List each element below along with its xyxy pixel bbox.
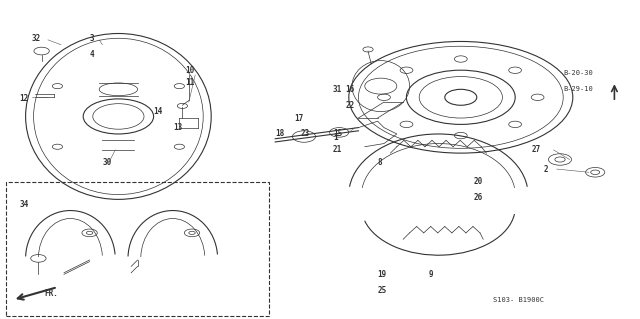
Text: 20: 20: [474, 177, 483, 186]
Text: 23: 23: [301, 130, 310, 138]
Text: 2: 2: [544, 165, 548, 174]
Text: B-20-30: B-20-30: [563, 70, 593, 76]
Text: 3: 3: [90, 34, 94, 43]
Text: 27: 27: [531, 145, 540, 154]
Text: FR.: FR.: [45, 289, 59, 298]
Text: S103- B1900C: S103- B1900C: [493, 297, 544, 303]
Text: 11: 11: [186, 78, 195, 87]
Text: 32: 32: [32, 34, 41, 43]
Text: 22: 22: [346, 101, 355, 110]
Text: 19: 19: [378, 270, 387, 279]
Text: 13: 13: [173, 123, 182, 132]
Text: 18: 18: [275, 130, 284, 138]
Text: 4: 4: [90, 50, 94, 59]
Text: 31: 31: [333, 85, 342, 94]
Text: 1: 1: [333, 133, 337, 142]
Text: 9: 9: [429, 270, 433, 279]
Text: 15: 15: [333, 130, 342, 138]
Text: 17: 17: [294, 114, 303, 122]
Text: 30: 30: [102, 158, 111, 167]
Text: 8: 8: [378, 158, 382, 167]
Text: 21: 21: [333, 145, 342, 154]
Text: 12: 12: [19, 94, 28, 103]
Text: 25: 25: [378, 286, 387, 295]
Text: 14: 14: [154, 107, 163, 116]
Text: 10: 10: [186, 66, 195, 75]
Bar: [6, 182, 269, 316]
Text: 16: 16: [346, 85, 355, 94]
Text: 34: 34: [19, 200, 28, 209]
Text: 26: 26: [474, 193, 483, 202]
Text: B-29-10: B-29-10: [563, 86, 593, 92]
